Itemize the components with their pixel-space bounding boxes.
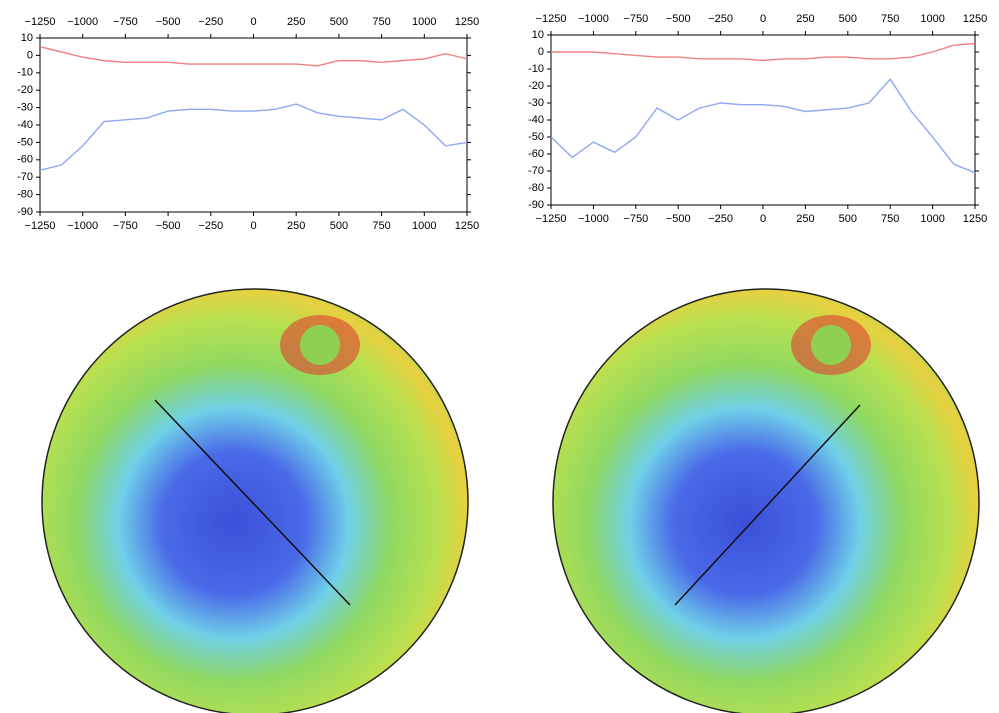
x-tick-label: −250 bbox=[708, 213, 733, 225]
y-tick-label: -50 bbox=[17, 136, 33, 148]
x-tick-label: 250 bbox=[796, 213, 814, 225]
x-tick-label-top: 0 bbox=[250, 16, 256, 28]
x-tick-label-top: −1250 bbox=[536, 13, 567, 25]
x-tick-label-top: 1250 bbox=[455, 16, 479, 28]
x-tick-label-top: −750 bbox=[113, 16, 138, 28]
map-left bbox=[41, 288, 469, 713]
y-tick-label: -10 bbox=[17, 67, 33, 79]
y-tick-label: -30 bbox=[17, 102, 33, 114]
x-tick-label: 1250 bbox=[455, 220, 479, 232]
x-tick-label: 1000 bbox=[412, 220, 436, 232]
x-tick-label: −1250 bbox=[25, 220, 56, 232]
x-tick-label: −250 bbox=[198, 220, 223, 232]
series-line bbox=[551, 42, 976, 62]
x-tick-label-top: 0 bbox=[760, 13, 766, 25]
x-tick-label: −1250 bbox=[536, 213, 567, 225]
x-tick-label-top: 1000 bbox=[920, 13, 944, 25]
x-tick-label-top: 250 bbox=[796, 13, 814, 25]
y-tick-label: -40 bbox=[528, 114, 544, 126]
y-tick-label: -20 bbox=[528, 80, 544, 92]
x-tick-label-top: 1250 bbox=[963, 13, 987, 25]
x-tick-label: 750 bbox=[372, 220, 390, 232]
x-tick-label-top: −250 bbox=[708, 13, 733, 25]
x-tick-label: −500 bbox=[666, 213, 691, 225]
y-tick-label: -40 bbox=[17, 119, 33, 131]
y-tick-label: -60 bbox=[17, 154, 33, 166]
y-tick-label: -70 bbox=[528, 165, 544, 177]
x-tick-label-top: −500 bbox=[156, 16, 181, 28]
x-tick-label-top: 250 bbox=[287, 16, 305, 28]
x-tick-label-top: −1000 bbox=[578, 13, 609, 25]
map-right bbox=[552, 288, 980, 713]
y-tick-label: 10 bbox=[532, 29, 544, 41]
y-tick-label: -20 bbox=[17, 84, 33, 96]
y-tick-label: 0 bbox=[27, 49, 33, 61]
y-tick-label: -30 bbox=[528, 97, 544, 109]
x-tick-label-top: 1000 bbox=[412, 16, 436, 28]
x-tick-label-top: 750 bbox=[881, 13, 899, 25]
y-tick-label: -60 bbox=[528, 148, 544, 160]
x-tick-label-top: 500 bbox=[839, 13, 857, 25]
x-tick-label-top: −1000 bbox=[67, 16, 98, 28]
x-tick-label-top: 500 bbox=[330, 16, 348, 28]
y-tick-label: -50 bbox=[528, 131, 544, 143]
x-tick-label: −1000 bbox=[578, 213, 609, 225]
x-tick-label: 1000 bbox=[920, 213, 944, 225]
series-line bbox=[550, 78, 976, 174]
x-tick-label: 0 bbox=[760, 213, 766, 225]
x-tick-label-top: −500 bbox=[666, 13, 691, 25]
x-tick-label: 500 bbox=[839, 213, 857, 225]
y-tick-label: -10 bbox=[528, 63, 544, 75]
x-tick-label-top: −250 bbox=[198, 16, 223, 28]
x-tick-label: −750 bbox=[113, 220, 138, 232]
x-tick-label-top: −1250 bbox=[25, 16, 56, 28]
y-tick-label: -90 bbox=[528, 199, 544, 211]
y-tick-label: -90 bbox=[17, 206, 33, 218]
x-tick-label-top: −750 bbox=[623, 13, 648, 25]
x-tick-label: 1250 bbox=[963, 213, 987, 225]
x-tick-label: −500 bbox=[156, 220, 181, 232]
x-tick-label: 250 bbox=[287, 220, 305, 232]
x-tick-label: −1000 bbox=[67, 220, 98, 232]
y-tick-label: -70 bbox=[17, 171, 33, 183]
series-line bbox=[39, 46, 468, 67]
series-line bbox=[39, 103, 468, 171]
y-tick-label: -80 bbox=[528, 182, 544, 194]
x-tick-label: 500 bbox=[330, 220, 348, 232]
y-tick-label: 0 bbox=[538, 46, 544, 58]
x-tick-label-top: 750 bbox=[372, 16, 390, 28]
x-tick-label: 0 bbox=[250, 220, 256, 232]
x-tick-label: 750 bbox=[881, 213, 899, 225]
y-tick-label: -80 bbox=[17, 189, 33, 201]
y-tick-label: 10 bbox=[21, 32, 33, 44]
x-tick-label: −750 bbox=[623, 213, 648, 225]
